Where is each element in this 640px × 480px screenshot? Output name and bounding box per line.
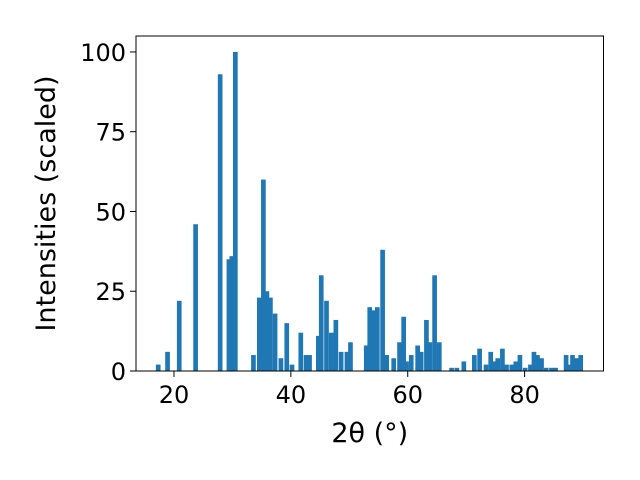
bar [477,348,482,371]
bar [328,332,334,371]
y-tick-label: 100 [80,39,126,67]
x-tick-label: 40 [276,381,307,409]
y-axis-label: Intensities (scaled) [31,75,62,331]
y-axis-ticks: 0 25 50 75 100 [80,39,136,386]
x-tick-label: 20 [159,381,190,409]
bar [278,358,284,371]
bar [472,355,477,371]
bar [251,355,256,371]
bar [155,364,161,371]
bar [549,367,554,371]
bar [566,364,572,371]
bar [333,319,339,371]
bar [261,179,266,371]
bar [495,358,501,371]
bar [338,351,344,371]
bar [284,323,290,371]
bar [543,367,549,371]
bar [176,300,182,371]
bar [404,361,409,371]
y-tick-label: 75 [95,119,126,147]
bar [375,307,380,371]
bar [217,74,223,371]
bar [504,364,509,371]
bar [432,275,437,371]
bar [563,355,569,371]
bar [229,256,235,371]
bar [454,367,460,371]
bar [513,361,519,371]
bar [427,342,433,371]
bar-series [155,51,584,371]
bar [397,342,402,371]
bar [528,364,533,371]
plot-frame [135,35,604,372]
bar [483,364,489,371]
x-tick-label: 60 [392,381,423,409]
bar [367,307,373,371]
bar [522,367,528,371]
bar [324,300,329,371]
bar [401,316,406,371]
bar [303,355,309,371]
bar [535,355,540,371]
bar [539,358,544,371]
bar [408,355,414,371]
x-axis-ticks: 20 40 60 80 [159,371,540,409]
bar [318,275,324,371]
y-tick-label: 25 [95,278,126,306]
bar [371,310,377,371]
bar [384,355,390,371]
y-tick-label: 0 [111,358,126,386]
bar [193,224,198,371]
bar [272,313,278,371]
bar [165,351,170,371]
bar [348,342,353,371]
bar [415,345,420,371]
bar [500,348,505,371]
bar [233,51,238,371]
bar [380,249,385,371]
bar [289,364,295,371]
bar [491,361,497,371]
bar [226,259,232,371]
bar [344,351,350,371]
bar [570,355,575,371]
bar [531,351,537,371]
bar [315,335,321,371]
bar [298,332,304,371]
bar [553,367,558,371]
bar [517,355,523,371]
bar [418,351,424,371]
bar [268,297,273,371]
bar [391,358,397,371]
bar [488,351,494,371]
bar [256,297,262,371]
bar [574,358,579,371]
bar [461,361,467,371]
bar [424,319,429,371]
bar [363,345,369,371]
bar [449,367,454,371]
x-axis-label: 2θ (°) [331,418,408,449]
bar [436,342,442,371]
bar [509,364,515,371]
bar [578,355,584,371]
bar [307,355,312,371]
x-tick-label: 80 [509,381,540,409]
bar [264,291,270,371]
y-tick-label: 50 [95,198,126,226]
